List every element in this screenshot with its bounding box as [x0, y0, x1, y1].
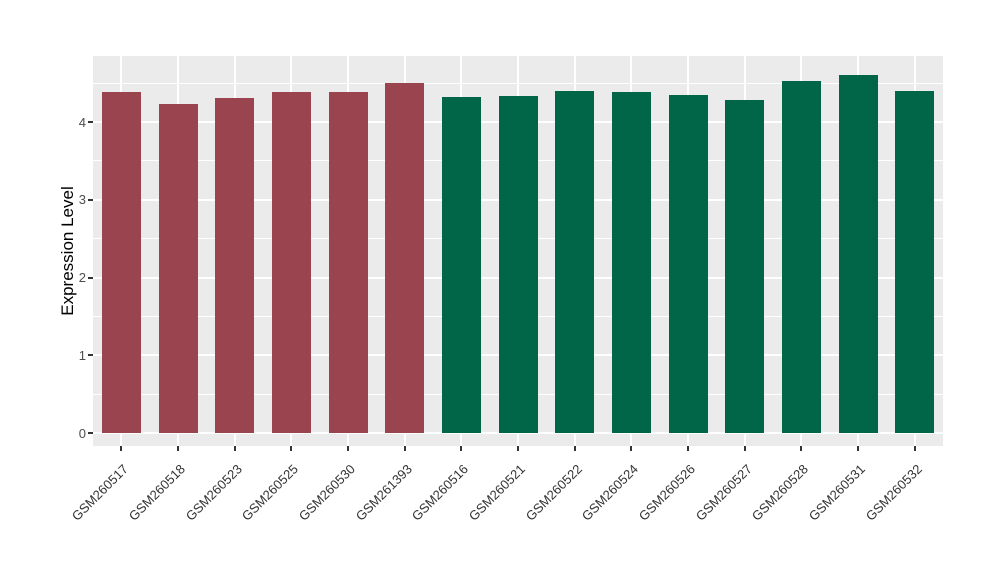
bar-GSM260527	[725, 100, 765, 433]
bar-GSM260516	[441, 97, 481, 433]
bar-GSM260526	[668, 94, 708, 433]
x-tick-label-GSM260523: GSM260523	[182, 461, 245, 524]
bar-GSM260521	[498, 96, 538, 433]
x-tick-mark-GSM260528	[800, 446, 803, 451]
bar-GSM260525	[271, 92, 311, 433]
x-tick-label-GSM260521: GSM260521	[465, 461, 528, 524]
x-tick-label-GSM261393: GSM261393	[352, 461, 415, 524]
y-tick-mark-1	[88, 354, 93, 357]
y-tick-label-3: 3	[78, 192, 86, 208]
x-tick-mark-GSM260532	[913, 446, 916, 451]
bar-GSM260524	[611, 92, 651, 433]
x-tick-mark-GSM261393	[403, 446, 406, 451]
bar-GSM260518	[158, 104, 198, 433]
x-tick-label-GSM260518: GSM260518	[125, 461, 188, 524]
x-tick-label-GSM260530: GSM260530	[295, 461, 358, 524]
x-tick-label-GSM260531: GSM260531	[805, 461, 868, 524]
x-tick-mark-GSM260517	[120, 446, 123, 451]
x-tick-mark-GSM260525	[290, 446, 293, 451]
y-tick-label-1: 1	[78, 347, 86, 363]
y-tick-mark-0	[88, 432, 93, 434]
y-tick-mark-2	[88, 276, 93, 279]
x-tick-mark-GSM260522	[573, 446, 576, 451]
bar-GSM260528	[781, 80, 821, 433]
bar-GSM260532	[895, 90, 935, 433]
x-tick-mark-GSM260516	[460, 446, 463, 451]
bar-GSM260522	[555, 90, 595, 433]
x-tick-mark-GSM260526	[687, 446, 689, 451]
y-tick-label-2: 2	[78, 270, 86, 285]
x-tick-mark-GSM260523	[233, 446, 236, 451]
x-tick-mark-GSM260521	[517, 446, 519, 451]
bar-GSM260517	[101, 91, 141, 433]
x-tick-label-GSM260522: GSM260522	[522, 461, 585, 524]
x-tick-mark-GSM260531	[857, 446, 859, 451]
x-tick-label-GSM260524: GSM260524	[579, 461, 642, 524]
x-tick-label-GSM260517: GSM260517	[69, 461, 132, 524]
y-tick-label-4: 4	[78, 114, 86, 130]
bar-GSM260523	[215, 97, 255, 433]
x-tick-label-GSM260528: GSM260528	[749, 461, 812, 524]
x-tick-label-GSM260527: GSM260527	[692, 461, 755, 524]
x-tick-mark-GSM260530	[347, 446, 349, 451]
y-tick-label-0: 0	[78, 425, 86, 441]
x-tick-mark-GSM260527	[743, 446, 746, 451]
x-tick-mark-GSM260518	[177, 446, 179, 451]
y-tick-mark-3	[88, 198, 93, 201]
x-tick-mark-GSM260524	[630, 446, 633, 451]
x-tick-label-GSM260532: GSM260532	[862, 461, 925, 524]
bar-GSM260531	[838, 74, 878, 433]
plot-panel	[93, 56, 943, 446]
x-tick-label-GSM260516: GSM260516	[409, 461, 472, 524]
x-tick-label-GSM260525: GSM260525	[239, 461, 302, 524]
bar-GSM261393	[385, 83, 425, 433]
bar-GSM260530	[328, 91, 368, 433]
x-tick-label-GSM260526: GSM260526	[635, 461, 698, 524]
y-tick-mark-4	[88, 121, 93, 123]
